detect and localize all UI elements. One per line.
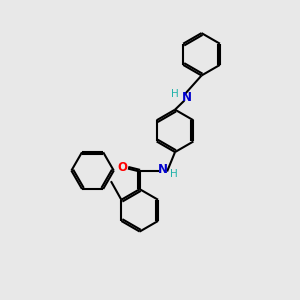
Text: O: O xyxy=(117,160,127,174)
Text: H: H xyxy=(170,169,178,179)
Text: N: N xyxy=(182,91,192,104)
Text: H: H xyxy=(171,89,179,99)
Text: N: N xyxy=(158,163,168,176)
